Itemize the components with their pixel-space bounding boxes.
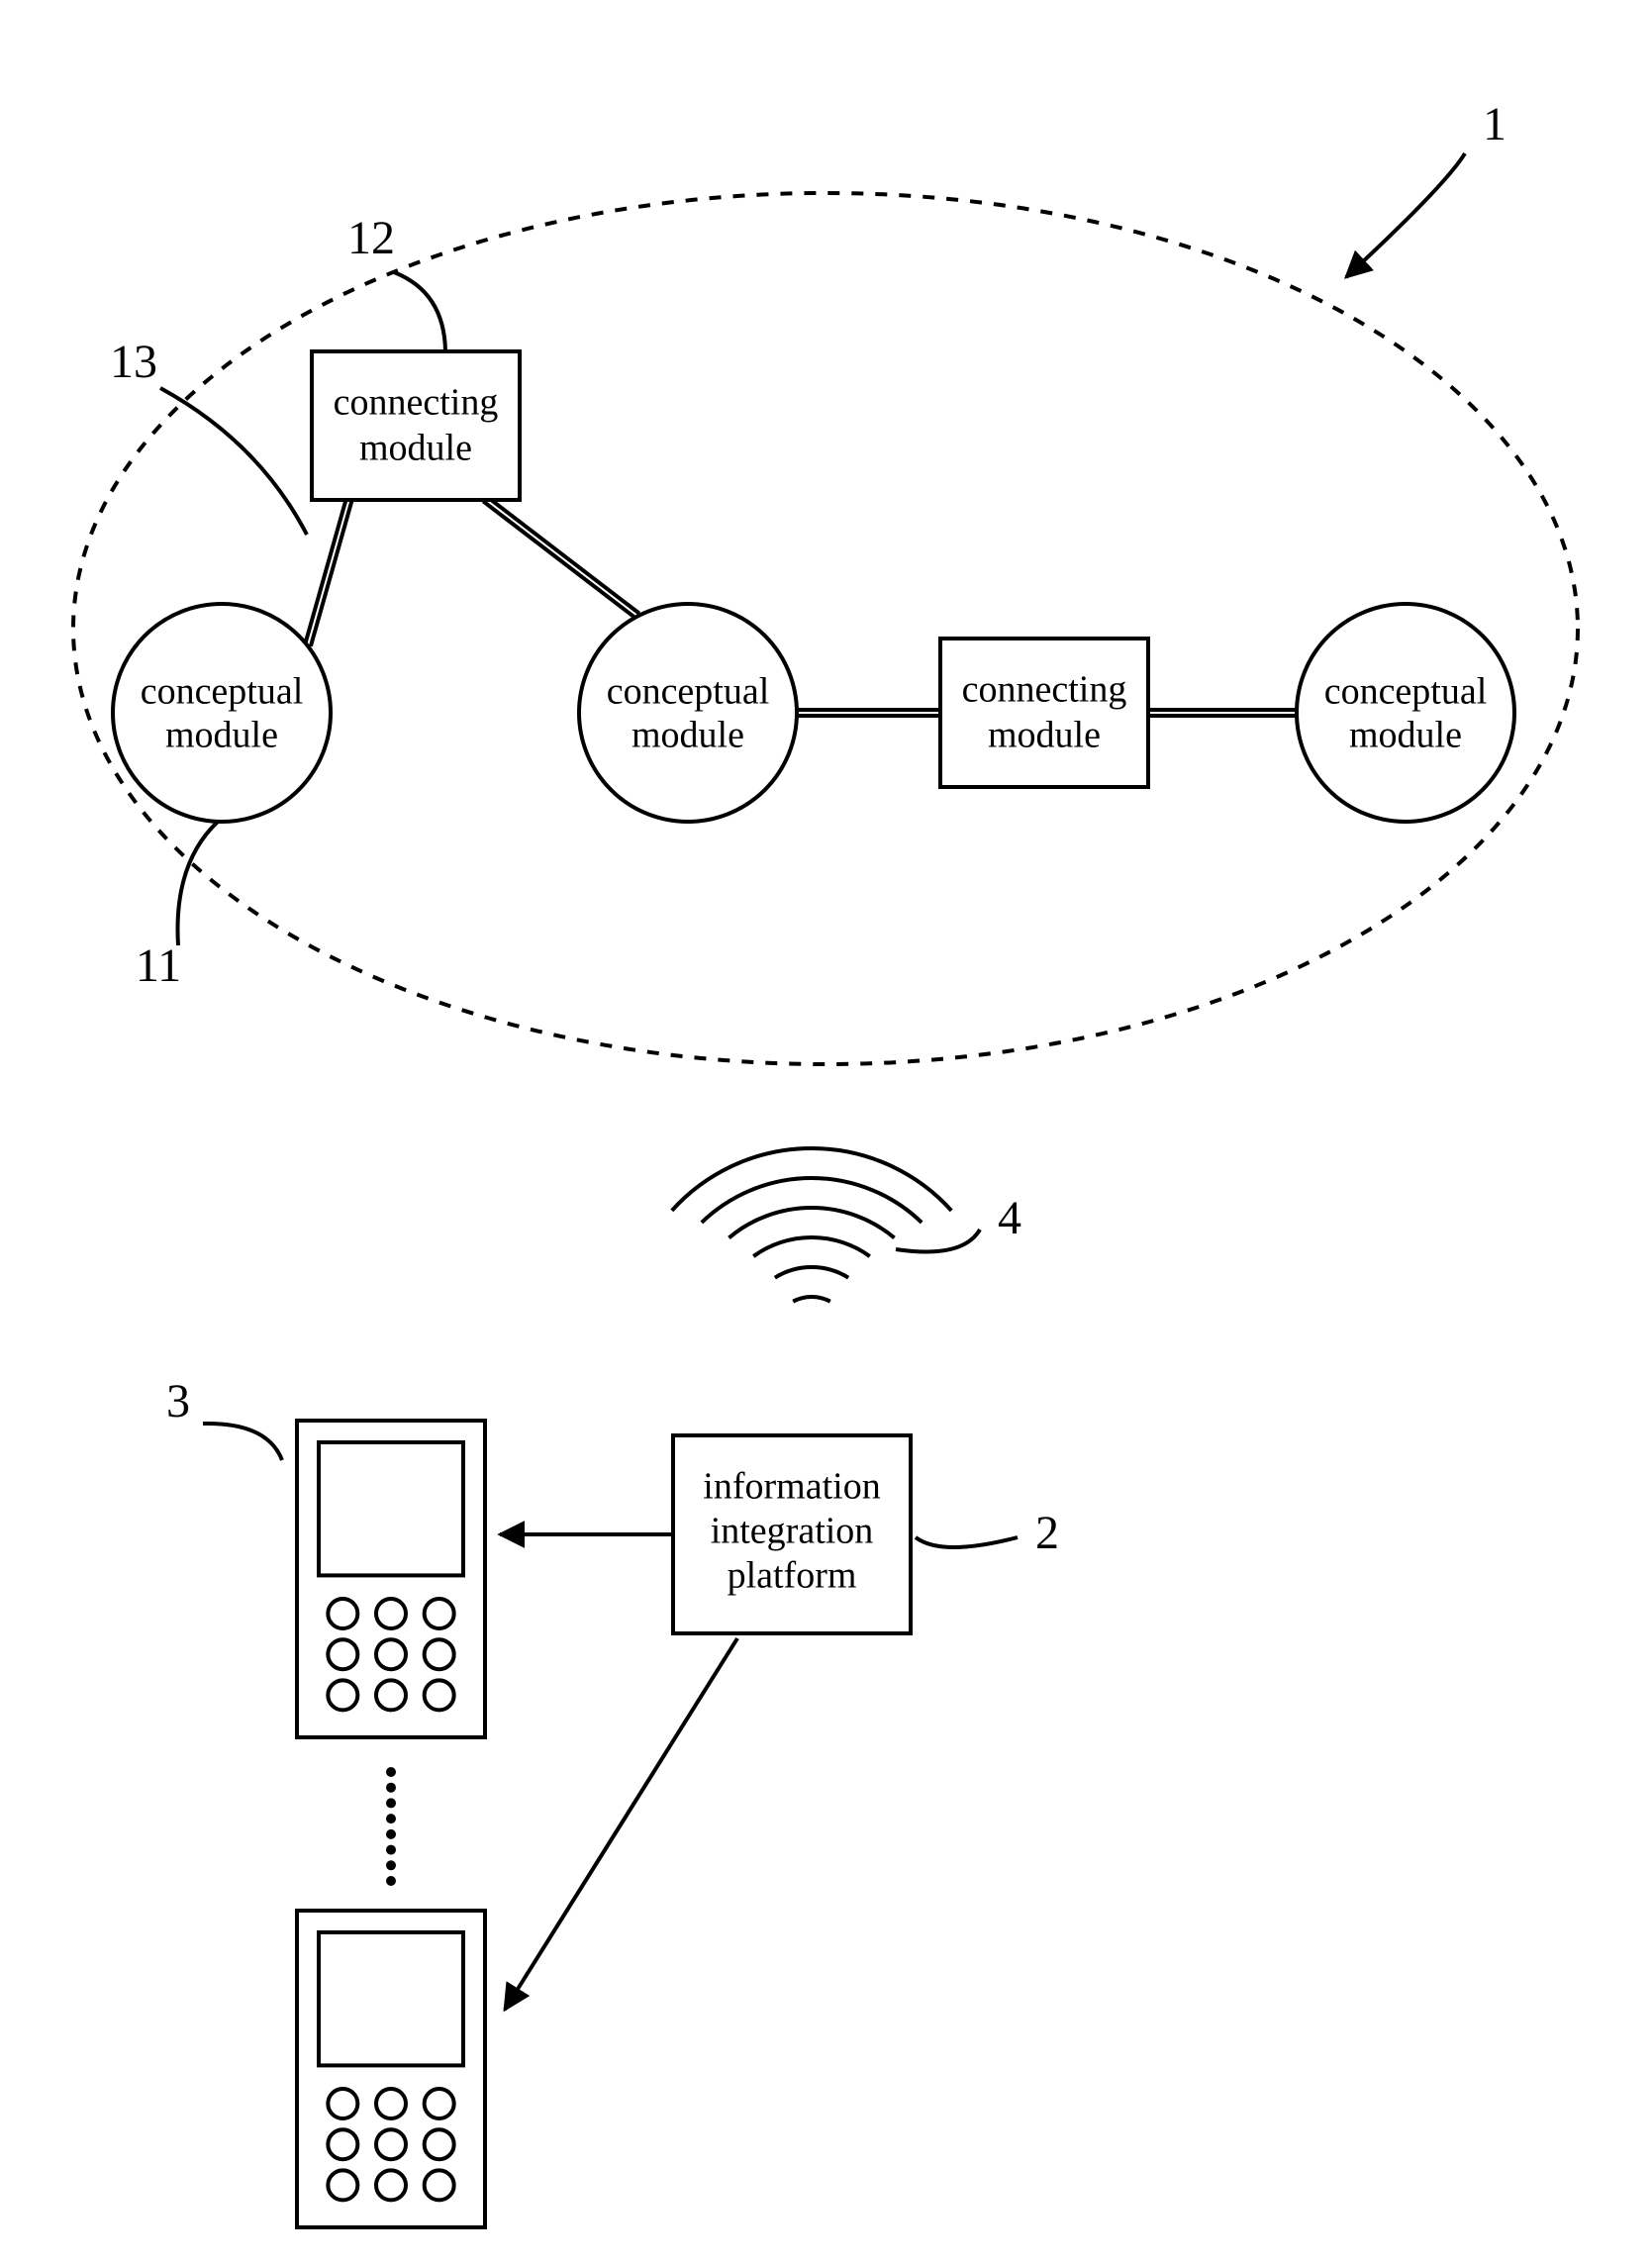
svg-text:2: 2	[1035, 1507, 1059, 1559]
svg-text:module: module	[359, 428, 472, 469]
handheld-device	[297, 1421, 485, 1737]
conceptual-module: conceptualmodule	[579, 604, 797, 822]
conceptual-module: conceptualmodule	[113, 604, 331, 822]
edge-double	[483, 497, 639, 619]
edge-double	[797, 710, 940, 716]
svg-text:conceptual: conceptual	[1324, 671, 1488, 713]
svg-text:connecting: connecting	[334, 382, 499, 424]
reference-label: 3	[166, 1375, 282, 1460]
svg-text:integration: integration	[711, 1511, 874, 1552]
svg-text:3: 3	[166, 1375, 190, 1428]
wireless-icon	[672, 1148, 951, 1302]
reference-label: 12	[347, 212, 445, 351]
edge-double	[305, 494, 353, 646]
svg-text:module: module	[165, 715, 278, 756]
svg-text:platform: platform	[728, 1555, 857, 1597]
svg-text:4: 4	[998, 1192, 1021, 1244]
reference-label: 13	[110, 336, 307, 535]
reference-label: 2	[916, 1507, 1059, 1559]
svg-text:module: module	[988, 715, 1101, 756]
svg-text:1: 1	[1483, 98, 1506, 150]
svg-text:conceptual: conceptual	[141, 671, 304, 713]
conceptual-module: conceptualmodule	[1297, 604, 1514, 822]
svg-text:12: 12	[347, 212, 395, 264]
connecting-module: connectingmodule	[940, 639, 1148, 787]
handheld-device	[297, 1911, 485, 2227]
svg-text:connecting: connecting	[962, 669, 1127, 711]
leader-1	[1346, 153, 1465, 277]
svg-text:13: 13	[110, 336, 157, 388]
svg-text:module: module	[1349, 715, 1462, 756]
info-platform: informationintegrationplatform	[673, 1435, 911, 1633]
connecting-module: connectingmodule	[312, 351, 520, 500]
svg-text:module: module	[632, 715, 744, 756]
svg-text:information: information	[703, 1466, 880, 1508]
arrow	[505, 1638, 737, 2010]
svg-text:11: 11	[136, 939, 181, 992]
reference-label: 4	[896, 1192, 1021, 1251]
svg-text:conceptual: conceptual	[607, 671, 770, 713]
vertical-ellipsis	[386, 1767, 396, 1886]
edge-double	[1148, 710, 1297, 716]
